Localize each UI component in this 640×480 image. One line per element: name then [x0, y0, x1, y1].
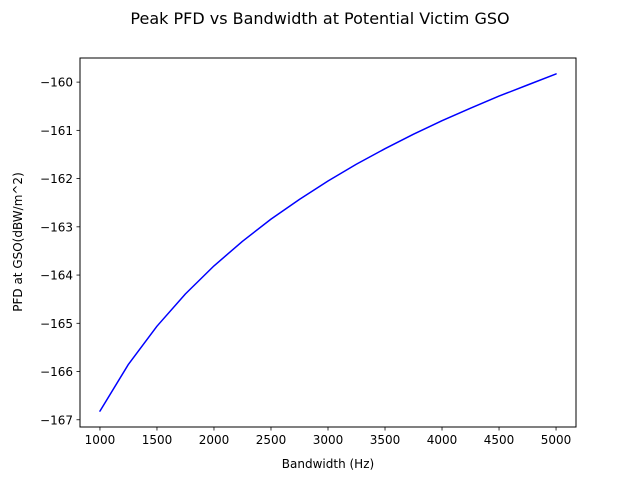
x-tick-label: 1000	[85, 433, 116, 447]
y-axis: −167 −166 −165 −164 −163 −162 −161 −160	[40, 76, 80, 427]
x-tick-label: 3000	[313, 433, 344, 447]
x-tick-label: 4000	[427, 433, 458, 447]
x-tick-label: 4500	[484, 433, 515, 447]
x-tick-label: 2500	[256, 433, 287, 447]
plot-area	[99, 73, 557, 412]
series-line-0	[99, 73, 557, 412]
chart-title: Peak PFD vs Bandwidth at Potential Victi…	[130, 9, 509, 28]
x-tick-label: 5000	[541, 433, 572, 447]
y-tick-label: −162	[40, 172, 73, 186]
y-tick-label: −161	[40, 124, 73, 138]
plot-frame	[79, 57, 577, 428]
x-tick-label: 3500	[370, 433, 401, 447]
y-axis-label: PFD at GSO(dBW/m^2)	[11, 172, 25, 312]
y-tick-label: −166	[40, 365, 73, 379]
y-tick-label: −167	[40, 413, 73, 427]
y-tick-label: −160	[40, 76, 73, 90]
x-tick-label: 1500	[142, 433, 173, 447]
x-axis-label: Bandwidth (Hz)	[282, 457, 374, 471]
x-tick-label: 2000	[199, 433, 230, 447]
y-tick-label: −164	[40, 269, 73, 283]
y-tick-label: −163	[40, 220, 73, 234]
x-axis: 1000 1500 2000 2500 3000 3500 4000 4500 5000	[85, 427, 572, 447]
y-tick-label: −165	[40, 317, 73, 331]
